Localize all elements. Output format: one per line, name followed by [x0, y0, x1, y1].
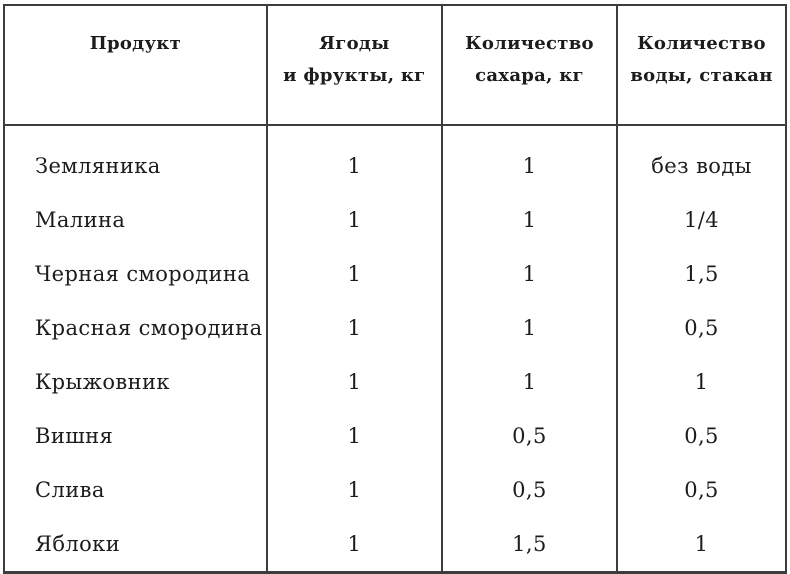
sugar-kg-cell: 1: [440, 355, 619, 409]
water-cell: 0,5: [616, 409, 787, 463]
product-cell: Красная смородина: [3, 301, 268, 355]
sugar-kg-cell: 1: [440, 247, 619, 301]
table-row: Земляника 1 1 без воды: [3, 125, 787, 193]
column-header-product: Продукт: [3, 5, 268, 126]
table-row: Вишня 1 0,5 0,5: [3, 409, 787, 463]
water-cell: 1/4: [616, 193, 787, 247]
product-cell: Яблоки: [3, 517, 268, 573]
header-row: Продукт Ягоды и фрукты, кг Количество са…: [3, 5, 787, 126]
water-cell: без воды: [616, 125, 787, 193]
table-row: Яблоки 1 1,5 1: [3, 517, 787, 573]
table-row: Красная смородина 1 1 0,5: [3, 301, 787, 355]
fruit-kg-cell: 1: [265, 409, 443, 463]
table-row: Слива 1 0,5 0,5: [3, 463, 787, 517]
product-cell: Крыжовник: [3, 355, 268, 409]
water-cell: 0,5: [616, 301, 787, 355]
product-cell: Вишня: [3, 409, 268, 463]
table-body: Земляника 1 1 без воды Малина 1 1 1/4 Че…: [3, 125, 787, 573]
product-cell: Земляника: [3, 125, 268, 193]
column-header-fruit-kg: Ягоды и фрукты, кг: [265, 5, 443, 126]
fruit-kg-cell: 1: [265, 355, 443, 409]
sugar-kg-cell: 1,5: [440, 517, 619, 573]
preserves-recipe-table: Продукт Ягоды и фрукты, кг Количество са…: [3, 4, 787, 574]
sugar-kg-cell: 0,5: [440, 463, 619, 517]
sugar-kg-cell: 1: [440, 301, 619, 355]
fruit-kg-cell: 1: [265, 247, 443, 301]
product-cell: Черная смородина: [3, 247, 268, 301]
fruit-kg-cell: 1: [265, 463, 443, 517]
product-cell: Слива: [3, 463, 268, 517]
table-row: Крыжовник 1 1 1: [3, 355, 787, 409]
fruit-kg-cell: 1: [265, 301, 443, 355]
table-row: Малина 1 1 1/4: [3, 193, 787, 247]
book-page: Продукт Ягоды и фрукты, кг Количество са…: [3, 4, 787, 574]
water-cell: 1: [616, 517, 787, 573]
table-row: Черная смородина 1 1 1,5: [3, 247, 787, 301]
column-header-water-glasses: Количество воды, стакан: [616, 5, 787, 126]
fruit-kg-cell: 1: [265, 517, 443, 573]
water-cell: 0,5: [616, 463, 787, 517]
column-header-sugar-kg: Количество сахара, кг: [440, 5, 619, 126]
sugar-kg-cell: 0,5: [440, 409, 619, 463]
water-cell: 1,5: [616, 247, 787, 301]
sugar-kg-cell: 1: [440, 193, 619, 247]
water-cell: 1: [616, 355, 787, 409]
sugar-kg-cell: 1: [440, 125, 619, 193]
fruit-kg-cell: 1: [265, 193, 443, 247]
fruit-kg-cell: 1: [265, 125, 443, 193]
product-cell: Малина: [3, 193, 268, 247]
table-header: Продукт Ягоды и фрукты, кг Количество са…: [3, 5, 787, 126]
